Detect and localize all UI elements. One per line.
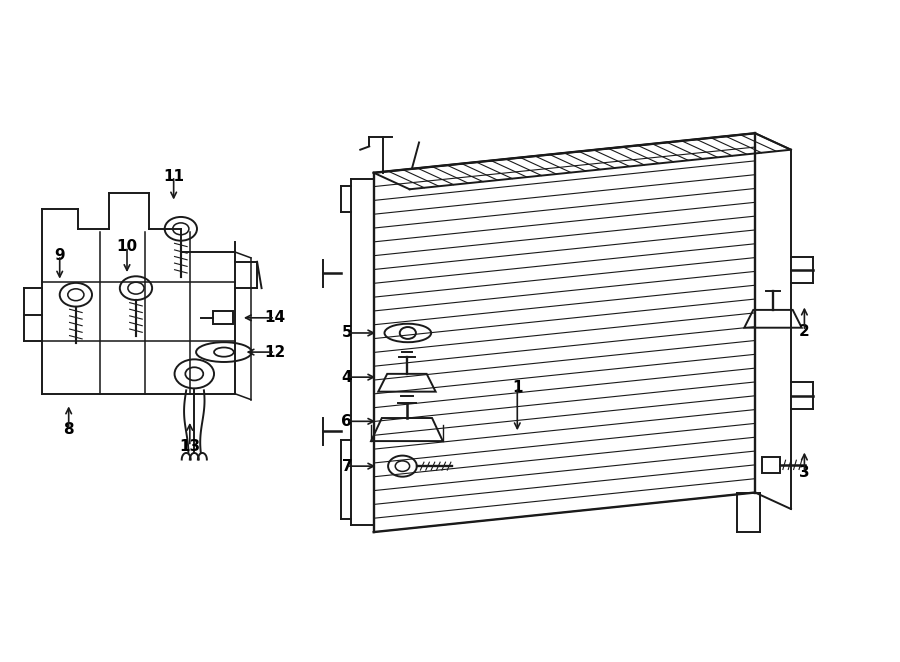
Text: 9: 9: [54, 248, 65, 263]
Text: 10: 10: [116, 239, 138, 254]
Bar: [762, 457, 780, 473]
Text: 13: 13: [179, 439, 201, 454]
Text: 4: 4: [341, 369, 352, 385]
Text: 12: 12: [265, 345, 285, 359]
Text: 7: 7: [341, 459, 352, 473]
Text: 11: 11: [163, 169, 184, 183]
Text: 6: 6: [341, 414, 352, 429]
Bar: [213, 311, 233, 324]
Text: 14: 14: [265, 310, 285, 325]
Text: 3: 3: [799, 465, 810, 480]
Text: 2: 2: [799, 324, 810, 338]
Text: 1: 1: [512, 379, 523, 395]
Text: 5: 5: [341, 326, 352, 340]
Text: 8: 8: [63, 422, 74, 438]
